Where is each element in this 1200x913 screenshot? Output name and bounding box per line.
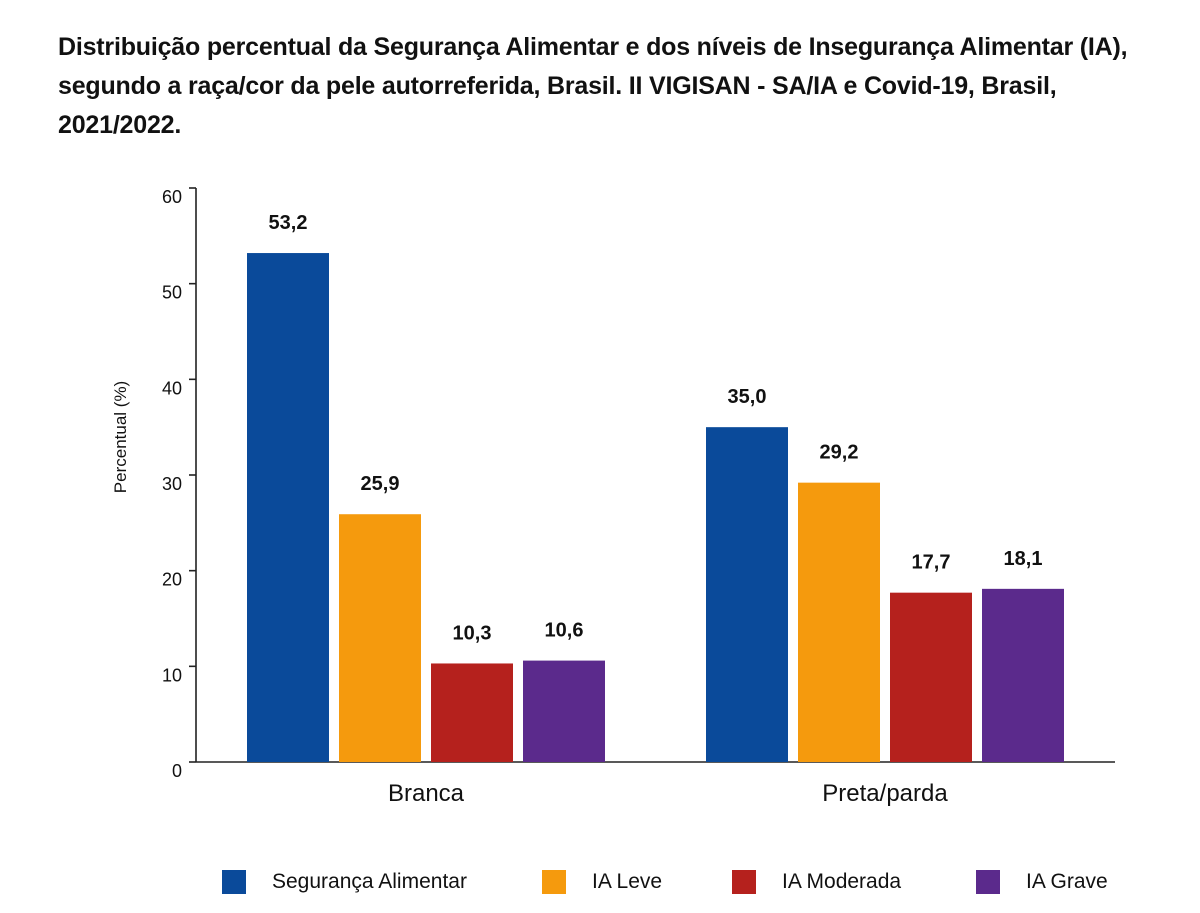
data-label: 18,1 bbox=[1004, 548, 1043, 570]
bar bbox=[890, 592, 972, 762]
legend-item: IA Grave bbox=[976, 868, 1108, 896]
data-label: 53,2 bbox=[269, 212, 308, 234]
y-tick-label: 50 bbox=[162, 283, 182, 303]
y-tick-label: 40 bbox=[162, 378, 182, 398]
y-tick-label: 30 bbox=[162, 474, 182, 494]
y-tick-label: 60 bbox=[162, 187, 182, 207]
legend-swatch bbox=[542, 870, 566, 894]
legend-label: Segurança Alimentar bbox=[272, 870, 467, 893]
x-category-label: Branca bbox=[388, 780, 465, 807]
data-label: 10,3 bbox=[453, 622, 492, 644]
legend-item: Segurança Alimentar bbox=[222, 868, 467, 896]
data-label: 10,6 bbox=[545, 620, 584, 642]
legend: Segurança Alimentar IA Leve IA Moderada IA … bbox=[0, 860, 1200, 904]
y-tick-label: 10 bbox=[162, 665, 182, 685]
data-label: 29,2 bbox=[820, 442, 859, 464]
bars bbox=[247, 253, 1064, 762]
x-category-label: Preta/parda bbox=[822, 780, 948, 807]
legend-label: IA Grave bbox=[1026, 870, 1108, 893]
chart-title: Distribuição percentual da Segurança Ali… bbox=[58, 33, 1128, 139]
bar bbox=[523, 660, 605, 762]
bar bbox=[431, 663, 513, 762]
y-tick-label: 20 bbox=[162, 570, 182, 590]
legend-swatch bbox=[732, 870, 756, 894]
data-label: 25,9 bbox=[361, 473, 400, 495]
legend-item: IA Moderada bbox=[732, 868, 901, 896]
data-labels: 53,2 25,9 10,3 10,6 35,0 29,2 17,7 18,1 bbox=[269, 212, 1043, 644]
data-label: 35,0 bbox=[728, 386, 767, 408]
legend-swatch bbox=[976, 870, 1000, 894]
bar bbox=[706, 427, 788, 762]
bar bbox=[339, 514, 421, 762]
bar bbox=[247, 253, 329, 762]
y-tick-label: 0 bbox=[172, 761, 182, 781]
data-label: 17,7 bbox=[912, 552, 951, 574]
y-axis-label: Percentual (%) bbox=[111, 381, 130, 493]
legend-item: IA Leve bbox=[542, 868, 662, 896]
bar bbox=[798, 482, 880, 762]
legend-label: IA Leve bbox=[592, 870, 663, 893]
legend-label: IA Moderada bbox=[782, 870, 902, 893]
legend-swatch bbox=[222, 870, 246, 894]
bar bbox=[982, 588, 1064, 762]
